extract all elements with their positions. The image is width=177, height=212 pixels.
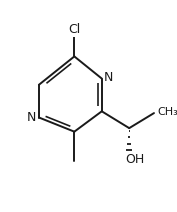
Text: CH₃: CH₃: [158, 107, 177, 117]
Text: N: N: [26, 111, 36, 124]
Text: N: N: [104, 71, 113, 84]
Text: Cl: Cl: [68, 22, 81, 35]
Text: OH: OH: [125, 153, 144, 166]
